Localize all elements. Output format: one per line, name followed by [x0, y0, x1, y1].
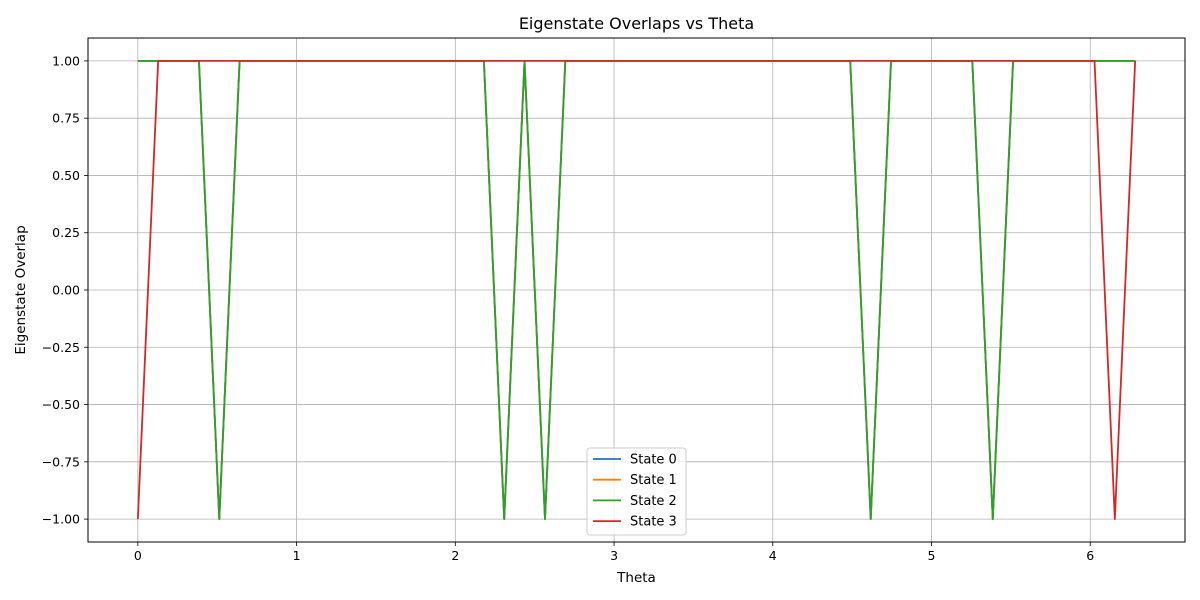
x-tick-label: 4: [769, 548, 777, 563]
y-tick-label: 0.50: [52, 168, 80, 183]
y-tick-label: −0.75: [42, 454, 80, 469]
legend-entry-label: State 2: [630, 494, 677, 509]
series-line-state-2: [137, 60, 1136, 520]
y-tick-label: 0.00: [52, 283, 80, 298]
y-tick-label: 1.00: [52, 53, 80, 68]
legend: State 0 State 1 State 2 State 3: [586, 447, 687, 536]
x-tick-label: 1: [293, 548, 301, 563]
chart-title: Eigenstate Overlaps vs Theta: [519, 14, 754, 33]
x-tick-label: 2: [451, 548, 459, 563]
axis-ticks: 0 1 2 3 4 5 6 −1.00 −0.75 −0.50 −0.25 0.00 0.25 0.50 0…: [42, 53, 1095, 563]
legend-entry-label: State 3: [630, 515, 677, 530]
y-tick-label: 0.25: [52, 225, 80, 240]
grid: [88, 38, 1185, 542]
x-axis-label: Theta: [616, 570, 656, 586]
y-tick-label: 0.75: [52, 111, 80, 126]
x-tick-label: 3: [610, 548, 618, 563]
series-line-state-3: [136, 60, 1137, 520]
y-tick-label: −0.50: [42, 397, 80, 412]
y-axis-label: Eigenstate Overlap: [13, 225, 29, 354]
legend-box: [586, 447, 687, 536]
y-tick-label: −1.00: [42, 512, 80, 527]
legend-entry-label: State 1: [630, 473, 677, 488]
series-lines: [136, 60, 1137, 520]
x-tick-label: 0: [134, 548, 142, 563]
y-tick-label: −0.25: [42, 340, 80, 355]
x-tick-label: 6: [1086, 548, 1094, 563]
legend-entry-label: State 0: [630, 453, 677, 468]
x-tick-label: 5: [928, 548, 936, 563]
